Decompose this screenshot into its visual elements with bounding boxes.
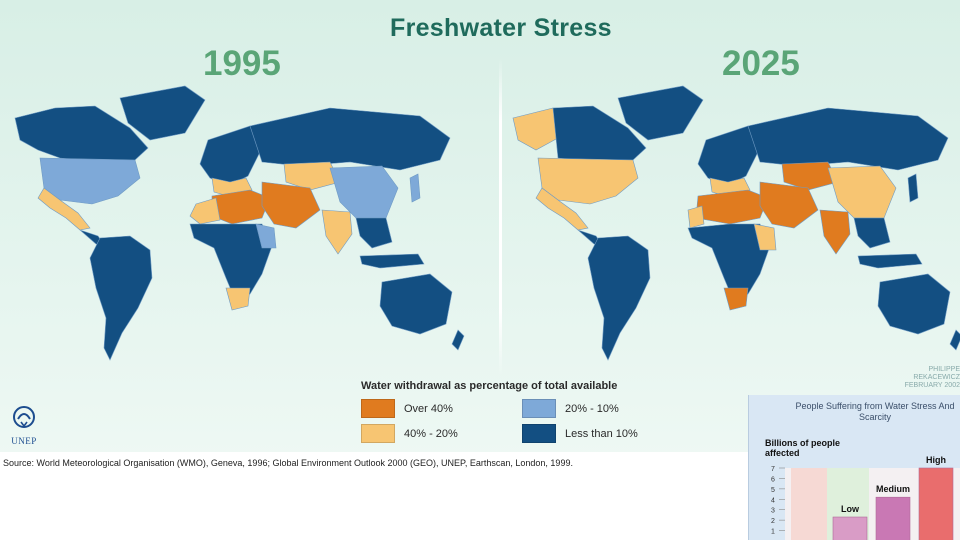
region-russia (747, 107, 949, 171)
region-new-zealand (949, 329, 960, 351)
legend-item-over-40: Over 40% (361, 399, 453, 418)
inset-bar (832, 516, 868, 540)
region-southeast-asia (853, 217, 891, 249)
region-greenland (617, 85, 704, 141)
inset-bar-label: Medium (876, 484, 910, 494)
region-north-africa (695, 189, 769, 225)
unep-emblem-icon (13, 406, 35, 428)
legend-label: 40% - 20% (404, 427, 458, 440)
inset-ytick-label: 2 (771, 518, 775, 525)
inset-chart-panel: 1 2 3 4 5 6 7 Low Medium High People Suffering fr… (748, 395, 960, 540)
region-sub-saharan-africa (687, 223, 771, 303)
region-japan (907, 173, 919, 203)
region-central-asia (283, 161, 341, 191)
region-greenland (119, 85, 206, 141)
inset-ytick-label: 1 (771, 529, 775, 536)
region-india (819, 209, 851, 255)
region-middle-east (261, 181, 321, 229)
inset-ytick-label: 3 (771, 508, 775, 515)
region-middle-east (759, 181, 819, 229)
inset-bar-chart: 1 2 3 4 5 6 7 Low Medium High (771, 455, 960, 540)
region-south-africa (225, 287, 251, 311)
region-sahel (687, 205, 705, 229)
region-alaska (512, 107, 559, 151)
world-map-1995 (14, 85, 465, 361)
legend-item-40-20: 40% - 20% (361, 424, 458, 443)
map-credit: PHILIPPE REKACEWICZ FEBRUARY 2002 (904, 366, 960, 389)
region-sahel (189, 197, 221, 225)
region-south-africa (723, 287, 749, 311)
legend-item-under-10: Less than 10% (522, 424, 638, 443)
region-north-africa (211, 189, 271, 225)
inset-ytick-label: 7 (771, 466, 775, 473)
region-australia (379, 273, 453, 335)
legend-swatch (361, 424, 395, 443)
map-divider (499, 58, 502, 376)
legend-item-20-10: 20% - 10% (522, 399, 619, 418)
inset-bg-band (791, 468, 827, 540)
unep-logo: UNEP (5, 405, 43, 446)
region-china (329, 165, 399, 219)
region-china (827, 165, 897, 219)
region-sub-saharan-africa (189, 223, 273, 303)
legend-label: Less than 10% (565, 427, 638, 440)
year-label-1995: 1995 (203, 44, 281, 83)
inset-chart-ylabel: Billions of people affected (765, 438, 841, 458)
region-indonesia (359, 253, 425, 269)
legend-label: 20% - 10% (565, 402, 619, 415)
region-australia (877, 273, 951, 335)
region-east-africa (255, 223, 277, 249)
world-map-2025 (512, 85, 960, 361)
legend-swatch (361, 399, 395, 418)
inset-bar (875, 496, 911, 540)
region-indonesia (857, 253, 923, 269)
inset-ytick-label: 6 (771, 476, 775, 483)
legend-title: Water withdrawal as percentage of total … (361, 380, 618, 392)
inset-bar (918, 467, 954, 540)
region-south-america (89, 235, 153, 361)
inset-ytick-label: 5 (771, 487, 775, 494)
region-russia (249, 107, 451, 171)
page-title: Freshwater Stress (390, 14, 612, 42)
legend-swatch (522, 424, 556, 443)
inset-ytick-label: 4 (771, 497, 775, 504)
region-japan (409, 173, 421, 203)
year-label-2025: 2025 (722, 44, 800, 83)
region-new-zealand (451, 329, 465, 351)
legend-label: Over 40% (404, 402, 453, 415)
source-strip (0, 452, 748, 540)
inset-bar-label: High (926, 455, 946, 465)
source-citation: Source: World Meteorological Organisatio… (3, 458, 573, 468)
region-southeast-asia (355, 217, 393, 249)
region-central-asia (781, 161, 839, 191)
region-south-america (587, 235, 651, 361)
inset-chart-title: People Suffering from Water Stress And S… (795, 401, 955, 422)
legend-swatch (522, 399, 556, 418)
region-east-africa (753, 223, 777, 251)
region-india (321, 209, 353, 255)
inset-bar-label: Low (841, 504, 860, 514)
unep-logo-text: UNEP (11, 436, 37, 446)
